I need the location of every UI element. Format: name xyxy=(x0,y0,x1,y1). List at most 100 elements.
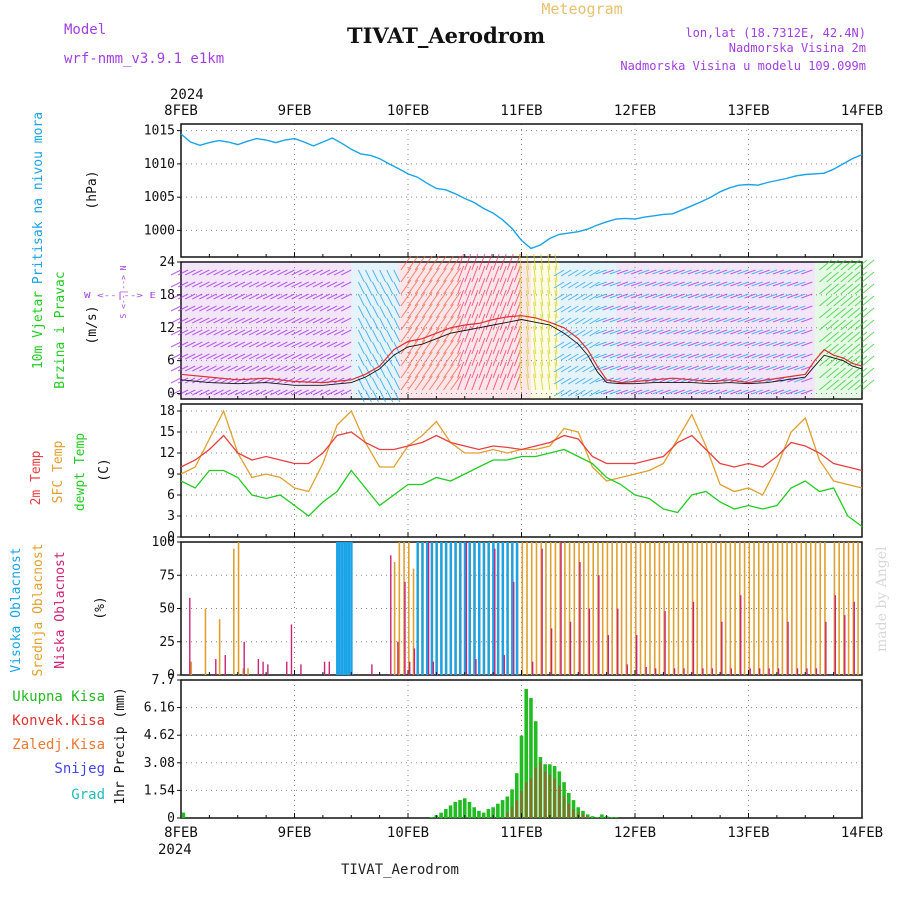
wind-barb xyxy=(492,313,500,331)
wind-barb xyxy=(170,329,182,336)
wind-barb xyxy=(645,293,657,299)
wind-barb xyxy=(616,329,629,335)
wind-barb xyxy=(553,341,565,349)
cloud-bar-low xyxy=(494,548,496,675)
cloud-bar-mid xyxy=(554,542,557,675)
wind-barb xyxy=(801,281,813,287)
wind-barb xyxy=(840,343,854,355)
wind-barb xyxy=(206,317,217,324)
wind-barb xyxy=(751,365,763,371)
wind-barb xyxy=(730,305,742,311)
cloud-bar-high xyxy=(459,542,462,675)
cloud-bar-mid xyxy=(540,542,543,675)
wind-barb xyxy=(492,325,500,343)
wind-barb xyxy=(364,293,372,307)
wind-barb xyxy=(772,353,785,359)
wind-barb xyxy=(737,329,749,335)
precip-bar-total xyxy=(462,798,467,818)
wind-barb xyxy=(492,361,500,379)
wind-barb xyxy=(687,341,700,347)
wind-barb xyxy=(326,317,338,324)
wind-barb xyxy=(786,353,799,359)
wind-barb xyxy=(786,317,799,323)
wind-barb xyxy=(220,269,231,276)
precip-bar-total xyxy=(181,812,186,818)
wind-barb xyxy=(319,281,331,288)
wind-barb xyxy=(457,253,465,271)
wind-barb xyxy=(241,389,253,396)
cloud-bar-high xyxy=(463,542,467,675)
wind-barb xyxy=(492,301,500,319)
wind-barb xyxy=(765,389,778,395)
wind-barb xyxy=(595,269,607,275)
precip-bar-total xyxy=(429,817,434,818)
wind-barb xyxy=(485,313,493,331)
wind-barb xyxy=(680,317,692,323)
wind-barb xyxy=(227,281,238,288)
wind-barb xyxy=(379,329,387,343)
wind-barb xyxy=(833,367,846,379)
wind-barb xyxy=(659,269,671,275)
wind-barb xyxy=(616,305,629,311)
wind-barb xyxy=(499,301,507,319)
wind-barb xyxy=(861,355,875,367)
wind-barb xyxy=(220,293,231,300)
wind-barb xyxy=(540,313,544,331)
wind-barb xyxy=(400,291,412,307)
wind-barb xyxy=(199,305,210,312)
wind-barb xyxy=(560,269,572,277)
wind-barb xyxy=(248,341,260,348)
wind-barb xyxy=(421,279,433,295)
cloud-bar-mid xyxy=(724,542,727,675)
wind-barb xyxy=(779,305,792,311)
wind-barb xyxy=(492,337,500,355)
wind-barb xyxy=(519,373,522,391)
wind-barb xyxy=(400,279,412,295)
wind-barb xyxy=(506,253,514,271)
wind-barb xyxy=(319,305,331,312)
wind-barb xyxy=(694,341,707,347)
wind-barb xyxy=(177,317,189,324)
wind-barb xyxy=(547,265,551,283)
wind-barb xyxy=(421,351,433,367)
y-tick-label: 7.7 xyxy=(152,673,175,688)
wind-barb xyxy=(291,353,302,360)
wind-barb xyxy=(443,291,454,307)
wind-barb xyxy=(630,269,643,275)
wind-barb xyxy=(701,281,714,287)
precip-bar-total xyxy=(444,809,448,818)
cloud-bar-low xyxy=(598,575,600,675)
wind-barb xyxy=(277,269,288,276)
wind-barb xyxy=(547,325,551,343)
precip-bar-total xyxy=(448,805,453,818)
wind-barb xyxy=(333,293,345,300)
wind-barb xyxy=(533,361,537,379)
wind-barb xyxy=(854,271,868,283)
wind-barb xyxy=(248,329,260,336)
precip-bar-total xyxy=(496,803,500,818)
wind-barb xyxy=(234,293,246,300)
wind-barb xyxy=(794,329,806,335)
wind-barb xyxy=(794,305,806,311)
wind-barb xyxy=(554,349,558,367)
wind-barb xyxy=(262,365,274,372)
wind-barb xyxy=(730,269,742,275)
wind-barb xyxy=(255,305,267,312)
meteogram-label: Meteogram xyxy=(541,0,622,18)
wind-barb xyxy=(723,365,735,371)
wind-barb xyxy=(400,315,412,331)
cloud-bar-low xyxy=(397,641,399,675)
wind-barb xyxy=(312,269,324,276)
cloud-bar-mid xyxy=(587,542,590,675)
wind-barb xyxy=(547,373,551,391)
cloud-bar-high xyxy=(430,542,434,675)
wind-barb xyxy=(526,277,530,295)
wind-barb xyxy=(758,293,770,299)
wind-barb xyxy=(506,373,514,391)
wind-barb xyxy=(801,389,813,395)
cloud-bar-high xyxy=(444,542,448,675)
wind-barb xyxy=(847,259,861,271)
wind-barb xyxy=(833,307,846,319)
wind-barb xyxy=(393,329,401,343)
wind-barb xyxy=(666,329,678,335)
